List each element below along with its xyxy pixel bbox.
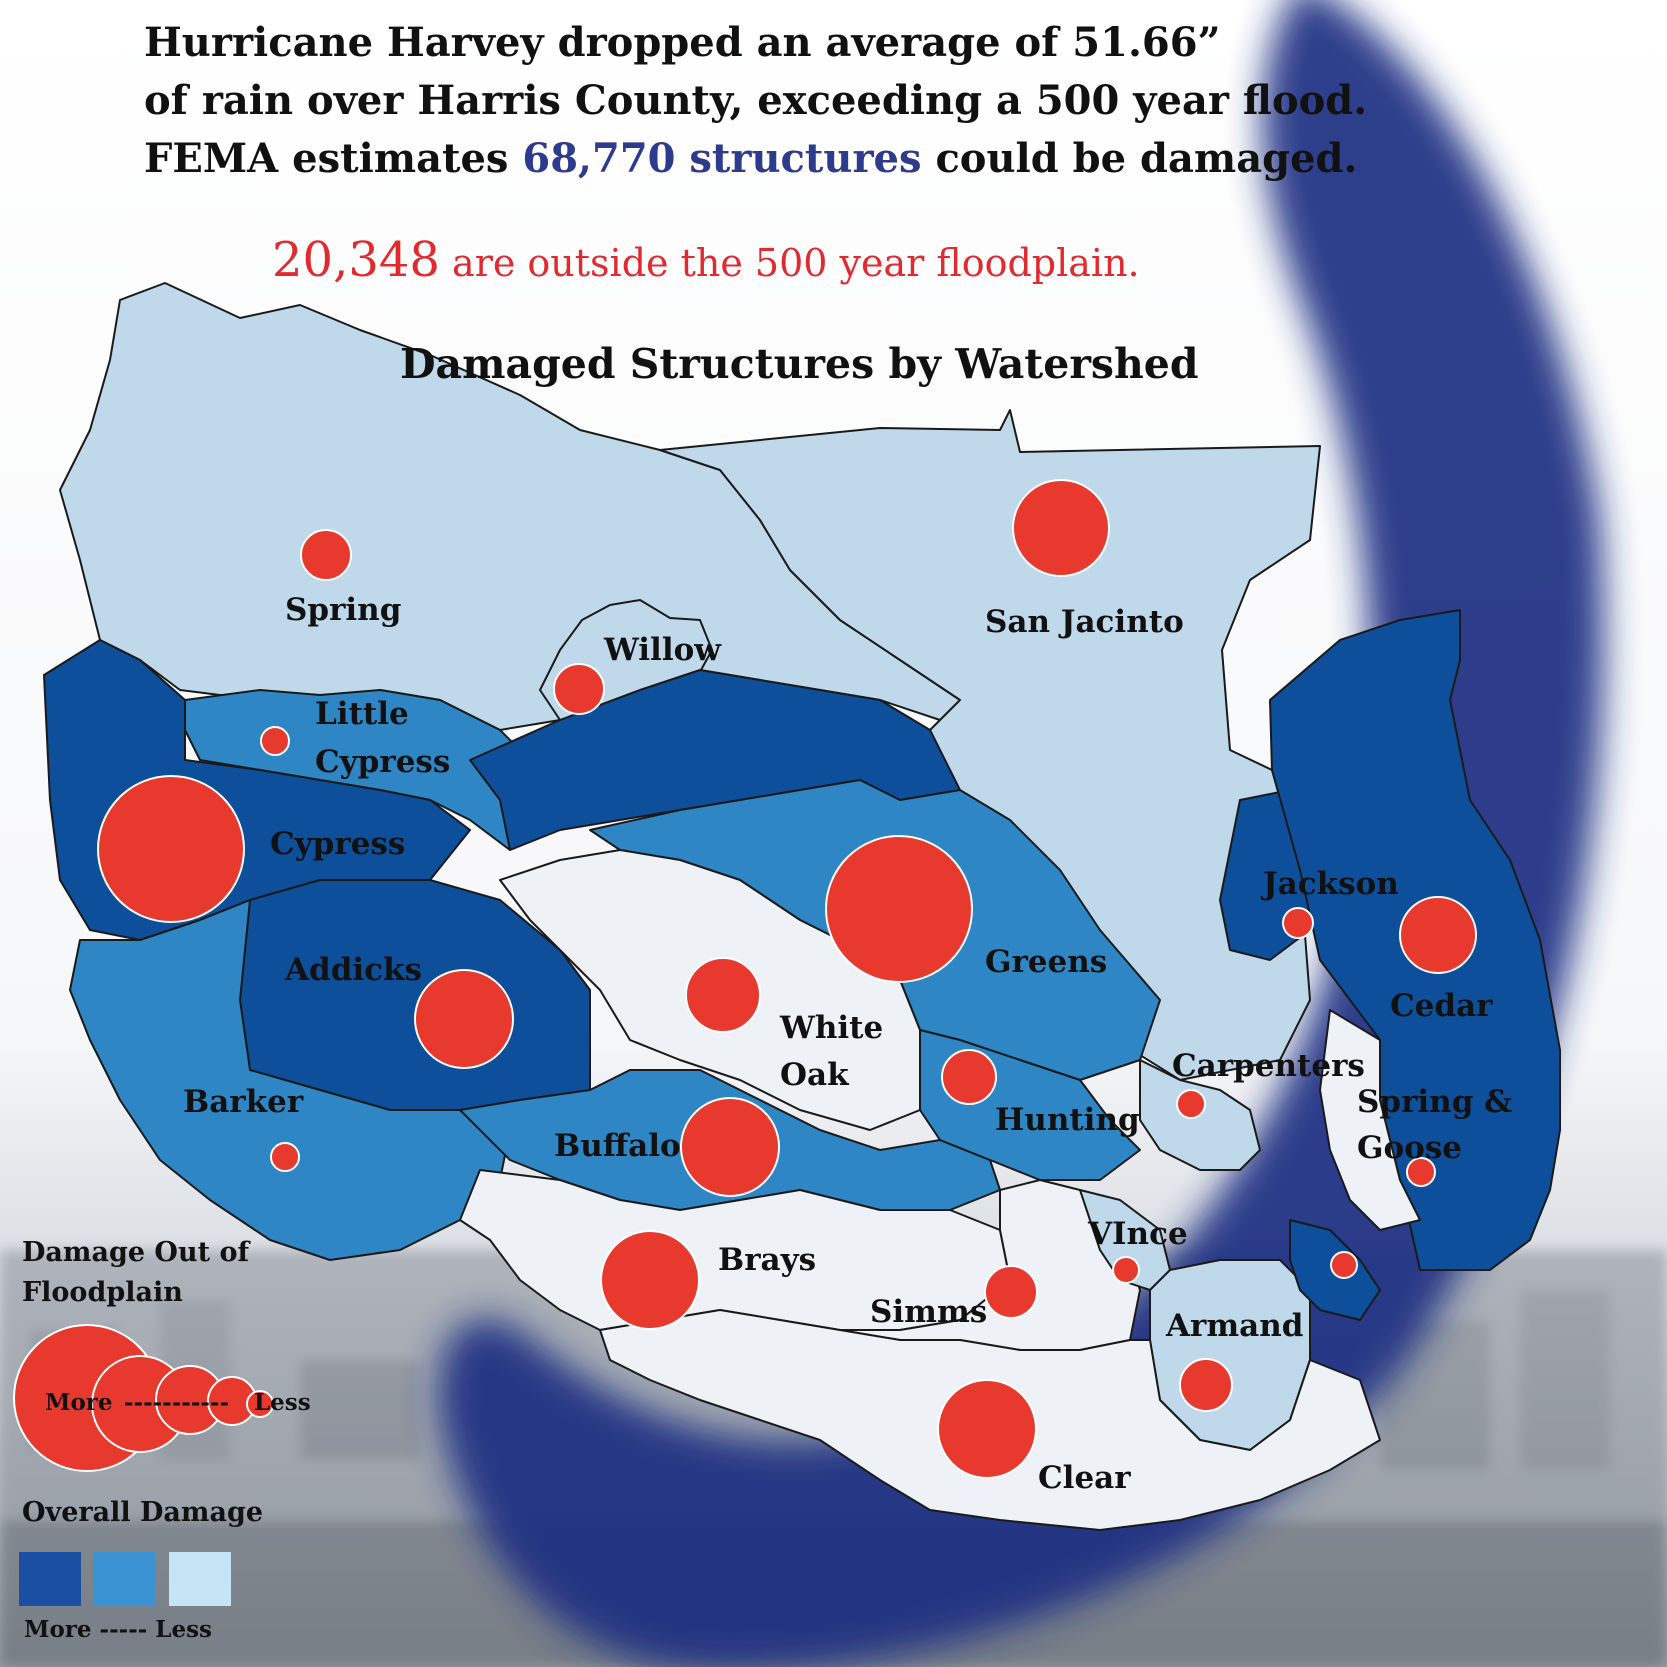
label-willow: Willow	[603, 632, 722, 668]
label-spring: Spring	[285, 592, 401, 628]
bubble-jackson	[1282, 907, 1314, 939]
headline-structures-count: 68,770 structures	[522, 135, 922, 182]
bubble-buffalo	[680, 1097, 780, 1197]
legend-swatch-less	[169, 1552, 231, 1606]
label-cypress: Cypress	[270, 826, 405, 862]
label-little-cypress: Little	[315, 696, 409, 732]
bubble-spring-goose	[1406, 1157, 1436, 1187]
bubble-addicks	[414, 969, 514, 1069]
legend-bubble-more: More	[45, 1389, 113, 1416]
label-clear: Clear	[1038, 1460, 1131, 1496]
watershed-labels: Spring San Jacinto Willow Little Cypress…	[183, 592, 1512, 1496]
legend-swatch-medium	[93, 1552, 155, 1606]
bubble-willow	[553, 663, 605, 715]
subhead-text: are outside the 500 year floodplain.	[439, 241, 1140, 285]
headline: Hurricane Harvey dropped an average of 5…	[144, 14, 1367, 188]
label-little-cypress-2: Cypress	[315, 744, 450, 780]
label-brays: Brays	[718, 1242, 816, 1278]
bubble-hunting	[941, 1049, 997, 1105]
label-greens: Greens	[985, 944, 1107, 980]
headline-line-3-pre: FEMA estimates	[144, 135, 523, 182]
label-vince: VInce	[1087, 1216, 1188, 1252]
label-spring-goose-1: Spring &	[1357, 1084, 1512, 1120]
bubble-greens	[825, 835, 973, 983]
label-jackson: Jackson	[1260, 866, 1399, 902]
bubble-simms	[984, 1265, 1038, 1319]
bubble-little-cypress	[260, 726, 290, 756]
legend-bubble-title-line-2: Floodplain	[22, 1277, 183, 1308]
legend-bubbles: More ----------- Less	[13, 1324, 311, 1472]
legend-bubble-title-line-1: Damage Out of	[22, 1237, 250, 1268]
bubble-clear	[937, 1379, 1037, 1479]
legend-bubble-less: Less	[254, 1389, 311, 1416]
bubble-sims-east	[1330, 1251, 1358, 1279]
label-san-jacinto: San Jacinto	[985, 604, 1184, 640]
label-carpenters: Carpenters	[1172, 1048, 1365, 1084]
bubble-carpenters	[1176, 1089, 1206, 1119]
region-san-jacinto	[659, 409, 1321, 1081]
label-barker: Barker	[183, 1084, 304, 1120]
bubble-cypress	[97, 775, 245, 923]
legend-color-title: Overall Damage	[22, 1497, 264, 1528]
map-title: Damaged Structures by Watershed	[400, 340, 1199, 388]
subhead: 20,348 are outside the 500 year floodpla…	[272, 232, 1140, 288]
bubble-white-oak	[685, 957, 761, 1033]
bubble-cedar	[1399, 896, 1477, 974]
bubble-san-jacinto	[1012, 479, 1110, 577]
headline-line-2: of rain over Harris County, exceeding a …	[144, 77, 1368, 124]
label-white-oak-2: Oak	[780, 1057, 850, 1093]
label-cedar: Cedar	[1390, 988, 1493, 1024]
label-white-oak-1: White	[779, 1010, 883, 1046]
bubble-spring	[300, 529, 352, 581]
legend-bubble-xs	[246, 1390, 274, 1418]
label-armand: Armand	[1165, 1308, 1304, 1344]
legend-bubble-title: Damage Out of Floodplain	[22, 1233, 249, 1313]
bubble-brays	[600, 1230, 700, 1330]
label-simms: Simms	[870, 1294, 987, 1330]
legend-color-scale-label: More ----- Less	[24, 1616, 212, 1643]
subhead-number: 20,348	[272, 232, 440, 288]
bubble-armand	[1179, 1358, 1233, 1412]
legend-swatch-more	[19, 1552, 81, 1606]
headline-line-1: Hurricane Harvey dropped an average of 5…	[144, 19, 1221, 66]
headline-line-3-post: could be damaged.	[921, 135, 1358, 182]
legend-bubble-dashes: -----------	[124, 1389, 229, 1416]
label-hunting: Hunting	[995, 1102, 1140, 1138]
label-addicks: Addicks	[284, 952, 422, 988]
region-spring-goose	[1319, 1009, 1421, 1231]
bubble-vince	[1112, 1256, 1140, 1284]
damage-bubbles	[97, 479, 1477, 1479]
bubble-barker	[270, 1142, 300, 1172]
label-spring-goose-2: Goose	[1357, 1130, 1462, 1166]
label-buffalo: Buffalo	[554, 1128, 681, 1164]
